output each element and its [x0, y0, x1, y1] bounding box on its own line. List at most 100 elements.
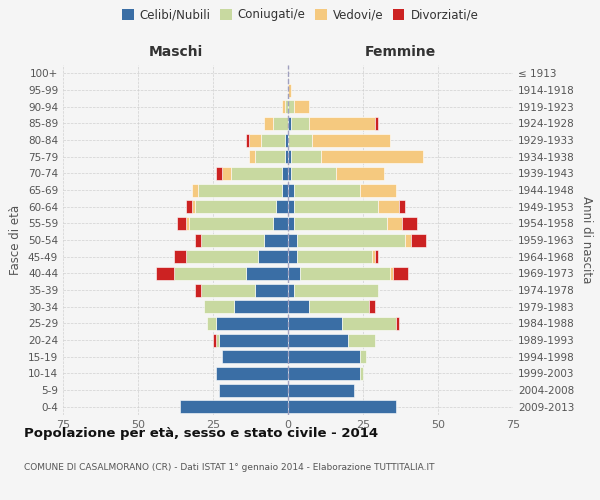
Bar: [288, 184, 294, 196]
Bar: [309, 300, 369, 313]
Bar: [375, 117, 378, 130]
Bar: [348, 334, 375, 346]
Bar: [288, 167, 291, 180]
Bar: [222, 350, 288, 363]
Y-axis label: Anni di nascita: Anni di nascita: [580, 196, 593, 284]
Bar: [321, 150, 423, 163]
Bar: [309, 117, 375, 130]
Bar: [219, 334, 288, 346]
Bar: [288, 234, 297, 246]
Bar: [282, 100, 285, 113]
Bar: [276, 200, 288, 213]
Bar: [288, 400, 396, 413]
Bar: [288, 217, 294, 230]
Bar: [288, 284, 294, 296]
Bar: [288, 334, 348, 346]
Bar: [156, 267, 174, 280]
Bar: [282, 184, 288, 196]
Bar: [189, 217, 273, 230]
Bar: [249, 134, 261, 146]
Bar: [342, 317, 396, 330]
Bar: [216, 167, 222, 180]
Bar: [285, 134, 288, 146]
Bar: [360, 350, 366, 363]
Bar: [246, 267, 288, 280]
Bar: [264, 117, 273, 130]
Bar: [288, 100, 294, 113]
Bar: [216, 367, 288, 380]
Bar: [288, 300, 309, 313]
Bar: [291, 167, 336, 180]
Bar: [198, 184, 282, 196]
Bar: [258, 250, 288, 263]
Bar: [192, 200, 195, 213]
Bar: [285, 100, 288, 113]
Bar: [336, 167, 384, 180]
Bar: [216, 317, 288, 330]
Bar: [192, 184, 198, 196]
Bar: [249, 150, 255, 163]
Bar: [360, 367, 363, 380]
Bar: [246, 134, 249, 146]
Bar: [294, 284, 378, 296]
Bar: [294, 100, 309, 113]
Bar: [180, 400, 288, 413]
Bar: [288, 367, 360, 380]
Bar: [174, 267, 246, 280]
Bar: [291, 117, 309, 130]
Bar: [273, 217, 288, 230]
Bar: [294, 200, 378, 213]
Bar: [294, 184, 360, 196]
Bar: [291, 150, 321, 163]
Bar: [288, 267, 300, 280]
Bar: [204, 300, 234, 313]
Bar: [387, 217, 402, 230]
Bar: [288, 250, 297, 263]
Bar: [372, 250, 375, 263]
Bar: [288, 317, 342, 330]
Bar: [288, 384, 354, 396]
Bar: [402, 217, 417, 230]
Text: Maschi: Maschi: [148, 45, 203, 59]
Bar: [288, 117, 291, 130]
Bar: [375, 250, 378, 263]
Text: Popolazione per età, sesso e stato civile - 2014: Popolazione per età, sesso e stato civil…: [24, 428, 378, 440]
Bar: [405, 234, 411, 246]
Bar: [234, 300, 288, 313]
Bar: [369, 300, 375, 313]
Bar: [255, 150, 285, 163]
Bar: [297, 234, 405, 246]
Bar: [174, 250, 186, 263]
Bar: [411, 234, 426, 246]
Bar: [195, 284, 201, 296]
Bar: [378, 200, 399, 213]
Bar: [282, 167, 288, 180]
Bar: [201, 284, 255, 296]
Bar: [300, 267, 390, 280]
Bar: [231, 167, 282, 180]
Bar: [195, 200, 276, 213]
Bar: [213, 334, 216, 346]
Bar: [222, 167, 231, 180]
Bar: [195, 234, 201, 246]
Bar: [285, 150, 288, 163]
Bar: [255, 284, 288, 296]
Bar: [186, 217, 189, 230]
Bar: [219, 384, 288, 396]
Bar: [186, 250, 258, 263]
Bar: [288, 150, 291, 163]
Bar: [216, 334, 219, 346]
Bar: [264, 234, 288, 246]
Bar: [288, 350, 360, 363]
Bar: [273, 117, 288, 130]
Bar: [201, 234, 264, 246]
Bar: [399, 200, 405, 213]
Bar: [261, 134, 285, 146]
Text: Femmine: Femmine: [365, 45, 436, 59]
Bar: [396, 317, 399, 330]
Bar: [360, 184, 396, 196]
Bar: [288, 200, 294, 213]
Bar: [207, 317, 216, 330]
Text: COMUNE DI CASALMORANO (CR) - Dati ISTAT 1° gennaio 2014 - Elaborazione TUTTITALI: COMUNE DI CASALMORANO (CR) - Dati ISTAT …: [24, 462, 434, 471]
Bar: [288, 134, 312, 146]
